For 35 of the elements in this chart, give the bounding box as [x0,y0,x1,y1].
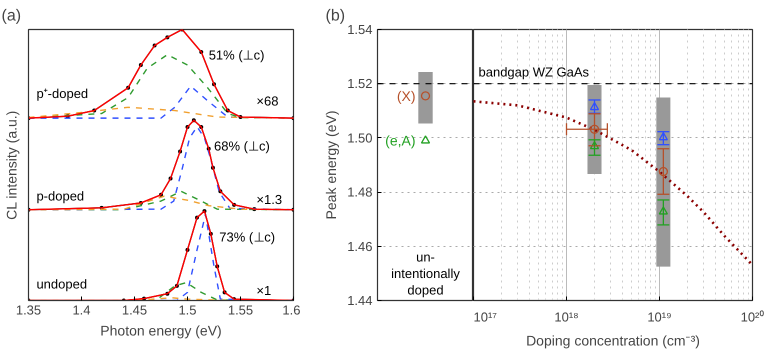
x-tick-label: 10¹⁸ [554,310,579,324]
chart-title: (a) [2,8,22,24]
chart-title: (b) [326,8,346,24]
y-tick-label: 1.46 [347,238,373,254]
x-tick-label: 1.4 [72,302,91,318]
annotation: 73% (⊥c) [219,230,276,245]
y-axis-title: Peak energy (eV) [323,110,340,220]
x-tick-label: 1.35 [16,302,42,318]
x-tick-label: 1.5 [178,302,197,318]
series-label: (X) [396,88,416,104]
annotation: p⁺-doped [36,86,88,102]
annotation: undoped [36,276,88,292]
x-tick-label: 10¹⁷ [474,310,498,324]
y-tick-label: 1.50 [347,130,373,146]
ref-line-label: bandgap WZ GaAs [478,64,590,80]
annotation: 68% (⊥c) [214,138,270,154]
y-tick-label: 1.44 [347,293,373,308]
y-tick-label: 1.54 [347,22,373,37]
x-tick-label: 10¹⁹ [647,310,672,324]
annotation: ×1 [256,283,272,298]
x-axis-title: Doping concentration (cm⁻³) [526,332,700,348]
x-tick-label: 10²⁰ [740,310,764,324]
annotation: un- intentionally doped [391,250,460,298]
x-tick-label: 1.45 [122,302,148,318]
x-tick-label: 1.6 [282,302,301,318]
x-axis-title: Photon energy (eV) [100,322,222,338]
annotation: ×68 [256,93,278,108]
y-axis-title: CL intensity (a.u.) [4,110,20,220]
annotation: 51% (⊥c) [208,47,264,62]
y-tick-label: 1.48 [347,184,373,200]
x-tick-label: 1.55 [228,302,254,318]
y-tick-label: 1.52 [347,76,373,92]
annotation: ×1.3 [256,192,282,208]
series-label: (e,A) [385,132,416,149]
annotation: p-doped [36,188,84,204]
